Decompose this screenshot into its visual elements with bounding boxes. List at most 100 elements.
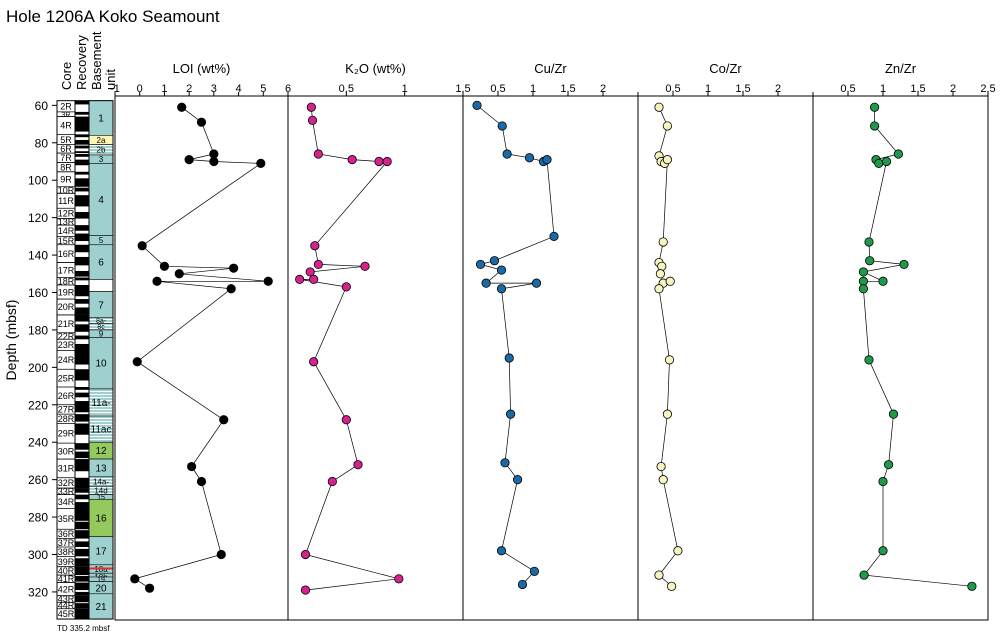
data-point (327, 476, 337, 487)
recovered-interval (75, 451, 89, 459)
panel-frame (637, 95, 814, 621)
data-point (313, 149, 323, 159)
data-point (888, 409, 899, 419)
panel-title: Zn/Zr (885, 61, 917, 76)
data-point (662, 155, 673, 165)
unit-label: 7 (98, 300, 104, 311)
recovered-interval (75, 285, 89, 297)
data-point (665, 276, 675, 286)
data-point (472, 100, 482, 110)
core-label: 29R (58, 429, 75, 439)
core-label: 31R (58, 464, 75, 474)
unit-label: 16 (95, 514, 107, 525)
data-point (300, 585, 311, 595)
data-point (394, 574, 404, 584)
unit-label: 3 (99, 155, 104, 164)
data-line (658, 107, 679, 587)
recovered-interval (75, 195, 89, 207)
data-point (502, 149, 512, 159)
data-line (133, 106, 269, 589)
data-point (654, 570, 664, 580)
data-point (531, 278, 542, 288)
data-point (152, 276, 162, 286)
core-label: 25R (58, 373, 75, 383)
data-point (658, 475, 668, 485)
depth-tick-label: 260 (28, 473, 48, 487)
recovered-interval (75, 591, 89, 596)
data-point (353, 460, 363, 470)
data-point (512, 475, 523, 485)
data-point (529, 566, 540, 576)
depth-tick-label: 280 (28, 511, 48, 525)
panel-title: LOI (wt%) (173, 61, 231, 76)
unit-label: 15 (97, 494, 105, 501)
x-tick-label: 1 (530, 83, 536, 95)
core-label: 4R (60, 121, 72, 131)
data-point (137, 241, 147, 251)
data-point (878, 276, 888, 286)
data-point (656, 461, 666, 472)
unit-label: 14a- (93, 477, 109, 486)
recovered-interval (75, 139, 89, 145)
recovered-interval (75, 502, 89, 521)
data-point (184, 155, 194, 165)
core-label: 3R (62, 112, 71, 119)
recovered-interval (75, 256, 89, 266)
depth-tick-label: 140 (28, 249, 48, 263)
depth-tick-label: 320 (28, 585, 48, 599)
panel-title: Cu/Zr (534, 61, 567, 76)
data-point (869, 121, 880, 131)
data-line (862, 107, 972, 587)
core-label: 9R (60, 175, 72, 185)
data-point (865, 256, 875, 266)
unit-label: 12 (95, 446, 107, 457)
recovered-interval (75, 111, 89, 115)
depth-tick-label: 180 (28, 323, 48, 337)
panel: Cu/Zr 0.5 1 1.5 2 (462, 61, 639, 621)
recovered-interval (75, 494, 89, 500)
recovered-interval (75, 548, 89, 557)
core-label: 27R (58, 405, 75, 415)
data-point (341, 415, 351, 425)
recovered-interval (75, 159, 89, 163)
data-point (374, 156, 384, 167)
core-header: Core (59, 62, 74, 90)
unit-label: 8a- (96, 318, 107, 325)
core-label: 24R (58, 355, 75, 365)
core-label: 22R (58, 331, 75, 341)
data-point (300, 549, 311, 560)
unit-label: 20 (95, 583, 107, 594)
core-label: 14R (58, 226, 75, 236)
data-line (299, 107, 399, 591)
recovered-interval (75, 566, 89, 576)
core-label: 20R (58, 302, 75, 312)
recovered-interval (75, 178, 89, 187)
data-point (878, 476, 888, 487)
data-point (475, 259, 486, 270)
data-point (881, 156, 892, 167)
core-label: 5R (60, 135, 72, 145)
recovered-interval (75, 595, 89, 603)
data-point (858, 267, 869, 277)
core-label: 7R (60, 153, 72, 163)
panel-frame (812, 95, 989, 621)
x-tick-label: 2.5 (980, 83, 995, 95)
recovered-interval (75, 387, 89, 390)
depth-tick-label: 300 (28, 548, 48, 562)
unit-label: 2a (97, 136, 106, 145)
unit-label: 10 (95, 359, 107, 370)
data-point (524, 153, 535, 163)
data-point (263, 276, 273, 286)
recovered-interval (75, 162, 89, 166)
recovered-interval (75, 443, 89, 450)
data-point (159, 261, 170, 271)
core-label: 23R (58, 340, 75, 350)
data-point (130, 574, 140, 584)
unit-label: 11a- (91, 398, 110, 409)
data-point (496, 265, 507, 275)
recovered-interval (75, 459, 89, 472)
data-point (874, 158, 884, 168)
data-point (883, 460, 894, 470)
